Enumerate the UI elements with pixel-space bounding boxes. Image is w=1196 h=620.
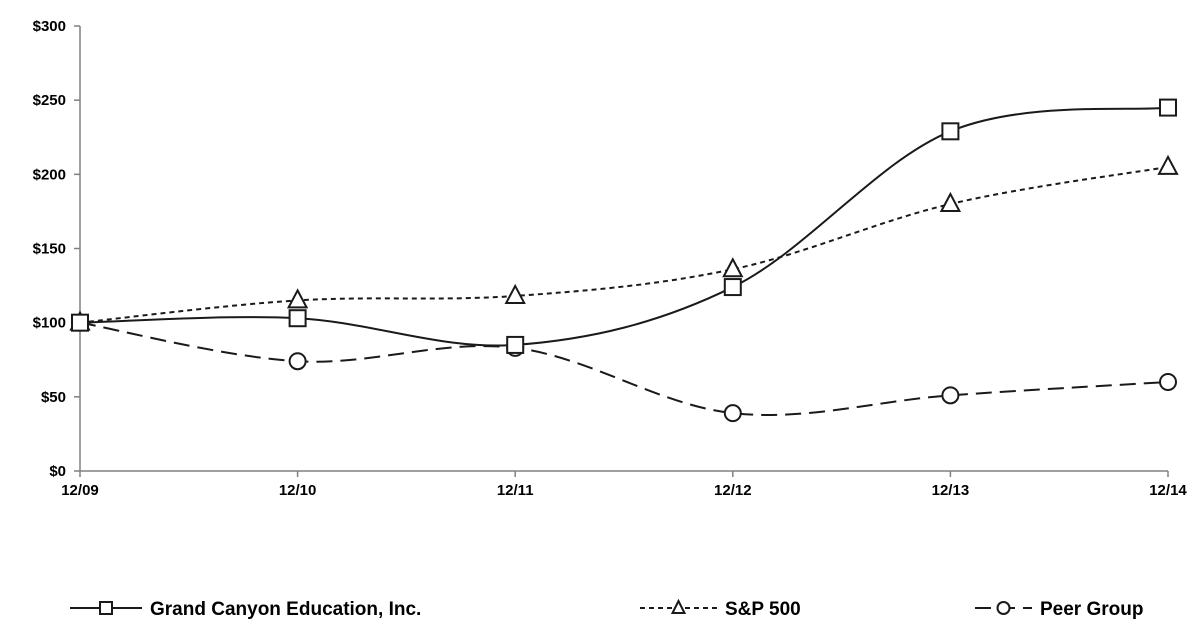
- y-tick-label: $150: [33, 241, 66, 258]
- x-tick-label: 12/10: [279, 482, 317, 499]
- series-line-grand-canyon-education-inc: [79, 106, 1169, 347]
- data-point-s-p-500: [939, 191, 962, 212]
- series-line-s-p-500: [79, 165, 1169, 324]
- data-point-peer-group: [1159, 373, 1177, 391]
- x-tick-label: 12/14: [1149, 482, 1187, 499]
- data-point-grand-canyon-education-inc: [506, 335, 525, 354]
- x-tick-label: 12/11: [497, 482, 534, 499]
- legend-marker-s-p-500: [670, 598, 687, 614]
- x-tick-label: 12/13: [932, 482, 970, 499]
- legend: Grand Canyon Education, Inc. S&P 500 Peer …: [70, 598, 1143, 620]
- data-point-grand-canyon-education-inc: [723, 278, 742, 297]
- data-point-grand-canyon-education-inc: [1159, 98, 1177, 117]
- legend-marker-grand-canyon-education-inc: [99, 601, 113, 615]
- y-tick-label: $50: [41, 389, 66, 406]
- x-tick-label: 12/09: [61, 482, 99, 499]
- data-point-s-p-500: [722, 257, 744, 278]
- series-line-peer-group: [79, 321, 1169, 416]
- series-group: [69, 98, 1179, 423]
- data-point-s-p-500: [286, 288, 309, 309]
- x-tick-label: 12/12: [714, 482, 752, 499]
- axes: $0 $50 $100 $150 $200 $250 $300 12/09 12/10 12/11…: [33, 18, 1188, 499]
- legend-marker-peer-group: [996, 601, 1011, 615]
- data-point-grand-canyon-education-inc: [288, 309, 307, 328]
- y-tick-label: $200: [33, 166, 66, 183]
- data-point-s-p-500: [1157, 154, 1179, 175]
- legend-label-grand-canyon-education-inc: Grand Canyon Education, Inc.: [150, 599, 421, 620]
- y-tick-label: $100: [33, 315, 66, 332]
- data-point-peer-group: [941, 386, 960, 405]
- legend-label-peer-group: Peer Group: [1040, 599, 1143, 620]
- data-point-peer-group: [723, 404, 742, 423]
- data-point-grand-canyon-education-inc: [71, 313, 89, 332]
- data-point-peer-group: [288, 352, 307, 371]
- data-point-s-p-500: [504, 283, 526, 304]
- y-tick-label: $250: [33, 92, 66, 109]
- legend-label-s-p-500: S&P 500: [725, 599, 801, 620]
- y-tick-label: $300: [33, 18, 66, 35]
- y-tick-label: $0: [49, 463, 66, 480]
- data-point-grand-canyon-education-inc: [941, 122, 960, 141]
